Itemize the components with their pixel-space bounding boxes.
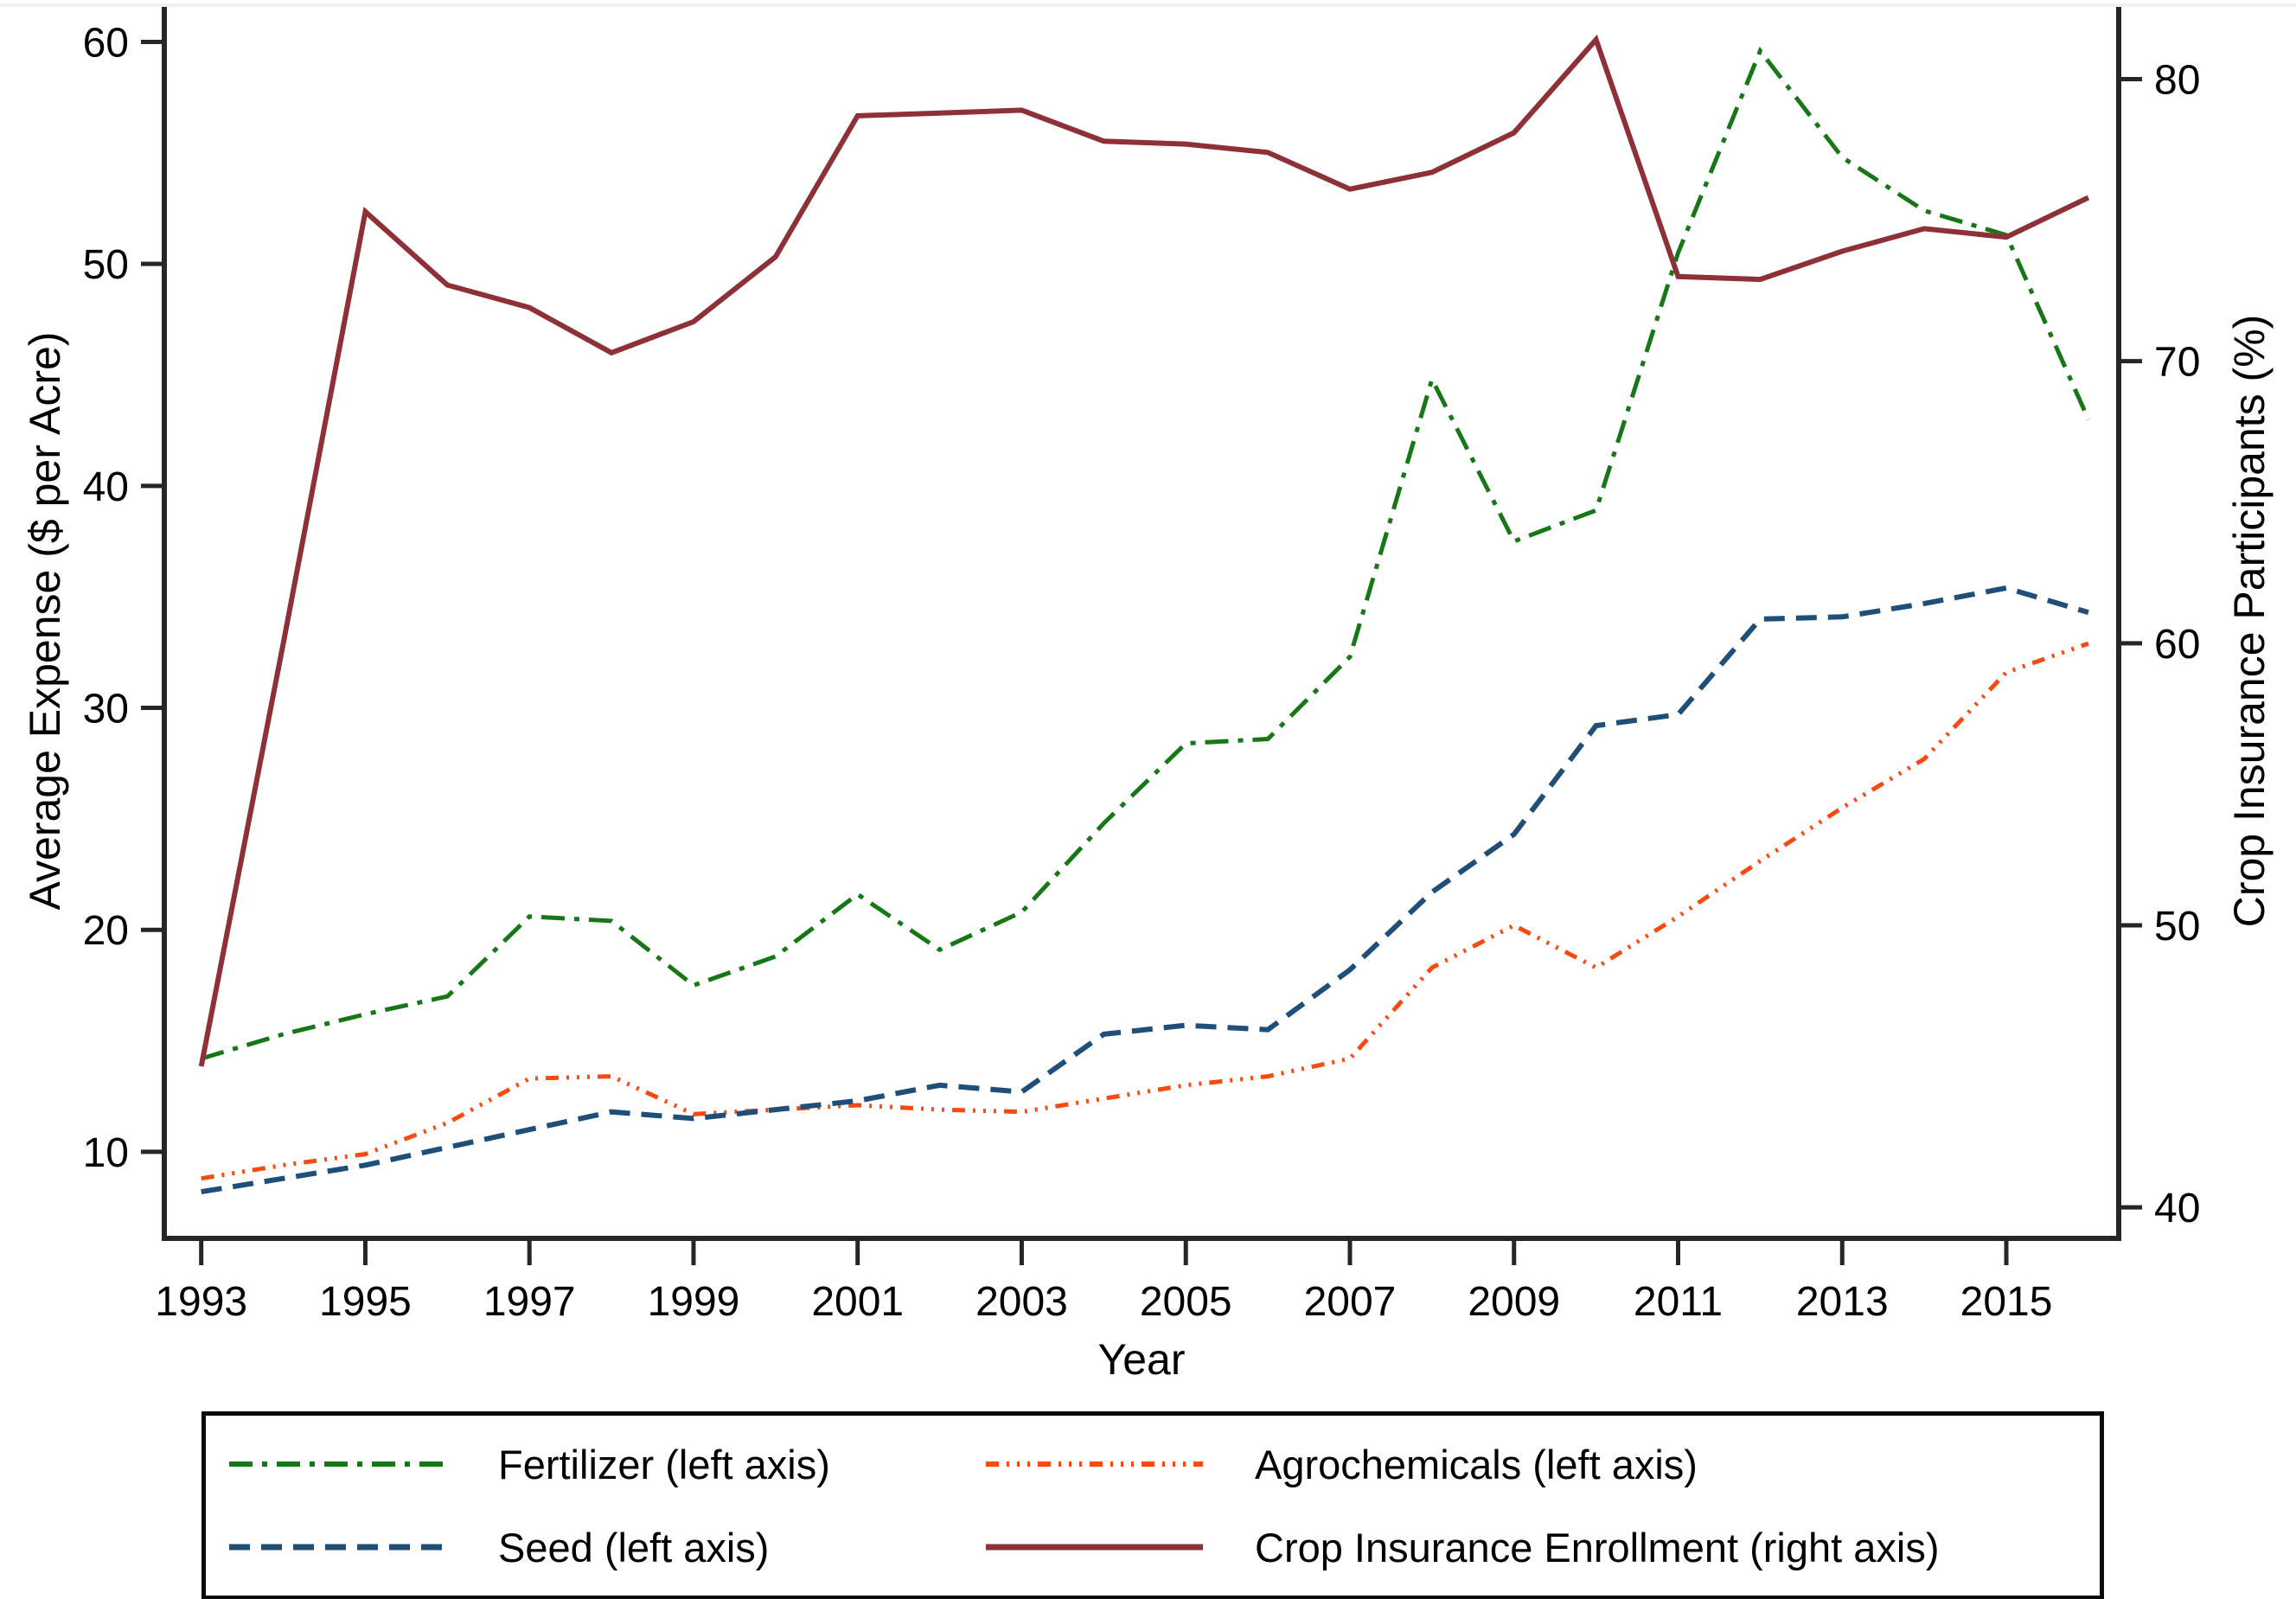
x-axis-title: Year	[1097, 1335, 1186, 1384]
agrochemicals-line	[201, 641, 2089, 1181]
legend-item-fertilizer: Fertilizer (left axis)	[227, 1442, 830, 1487]
seed-line	[201, 585, 2089, 1195]
fertilizer-line-swatch-icon	[229, 1461, 446, 1467]
right-axis-tick-label: 60	[2154, 622, 2200, 668]
right-axis-tick-label: 40	[2154, 1186, 2200, 1231]
x-axis-tick-label: 1995	[319, 1279, 412, 1325]
left-axis-title: Average Expense ($ per Acre)	[21, 331, 69, 911]
right-axis-tick-label: 70	[2154, 340, 2200, 386]
x-axis-tick-label: 1999	[648, 1279, 740, 1325]
x-axis-tick-label: 2013	[1796, 1279, 1889, 1325]
seed-line-swatch-icon	[229, 1544, 446, 1551]
x-axis-tick-label: 1997	[483, 1279, 576, 1325]
legend-box: Fertilizer (left axis) Agrochemicals (le…	[201, 1411, 2104, 1599]
x-axis-tick-label: 2015	[1960, 1279, 2053, 1325]
x-axis-tick-label: 2011	[1634, 1279, 1723, 1325]
legend-item-agrochemicals: Agrochemicals (left axis)	[984, 1442, 1698, 1487]
left-axis-tick-label: 20	[83, 908, 129, 954]
right-axis-tick-label: 50	[2154, 904, 2200, 950]
left-axis-tick-label: 60	[83, 21, 129, 67]
x-axis-tick-label: 2009	[1468, 1279, 1560, 1325]
legend-item-seed: Seed (left axis)	[227, 1525, 769, 1570]
left-axis-tick-label: 10	[83, 1130, 129, 1176]
legend-label-agrochemicals: Agrochemicals (left axis)	[1255, 1441, 1698, 1487]
x-axis-tick-label: 2003	[975, 1279, 1068, 1325]
crop_insurance-line	[198, 35, 2090, 1067]
x-axis-tick-label: 2007	[1304, 1279, 1397, 1325]
right-axis-tick-label: 80	[2154, 58, 2200, 104]
x-axis-tick-label: 2005	[1140, 1279, 1232, 1325]
left-axis-tick-label: 40	[83, 464, 129, 510]
right-axis-title: Crop Insurance Participants (%)	[2225, 314, 2274, 928]
legend-item-crop-insurance: Crop Insurance Enrollment (right axis)	[984, 1525, 1939, 1570]
legend-label-seed: Seed (left axis)	[498, 1524, 770, 1570]
fertilizer-line	[200, 46, 2091, 1061]
left-axis-tick-label: 30	[83, 687, 129, 732]
x-axis-tick-label: 1993	[155, 1279, 247, 1325]
x-axis-tick-label: 2001	[811, 1279, 904, 1325]
agrochemicals-line-swatch-icon	[986, 1461, 1203, 1467]
legend-label-crop-insurance: Crop Insurance Enrollment (right axis)	[1255, 1524, 1940, 1570]
left-axis-tick-label: 50	[83, 242, 129, 288]
legend-label-fertilizer: Fertilizer (left axis)	[498, 1441, 830, 1487]
figure-top-border	[0, 3, 2296, 7]
crop-insurance-line-swatch-icon	[986, 1544, 1203, 1551]
